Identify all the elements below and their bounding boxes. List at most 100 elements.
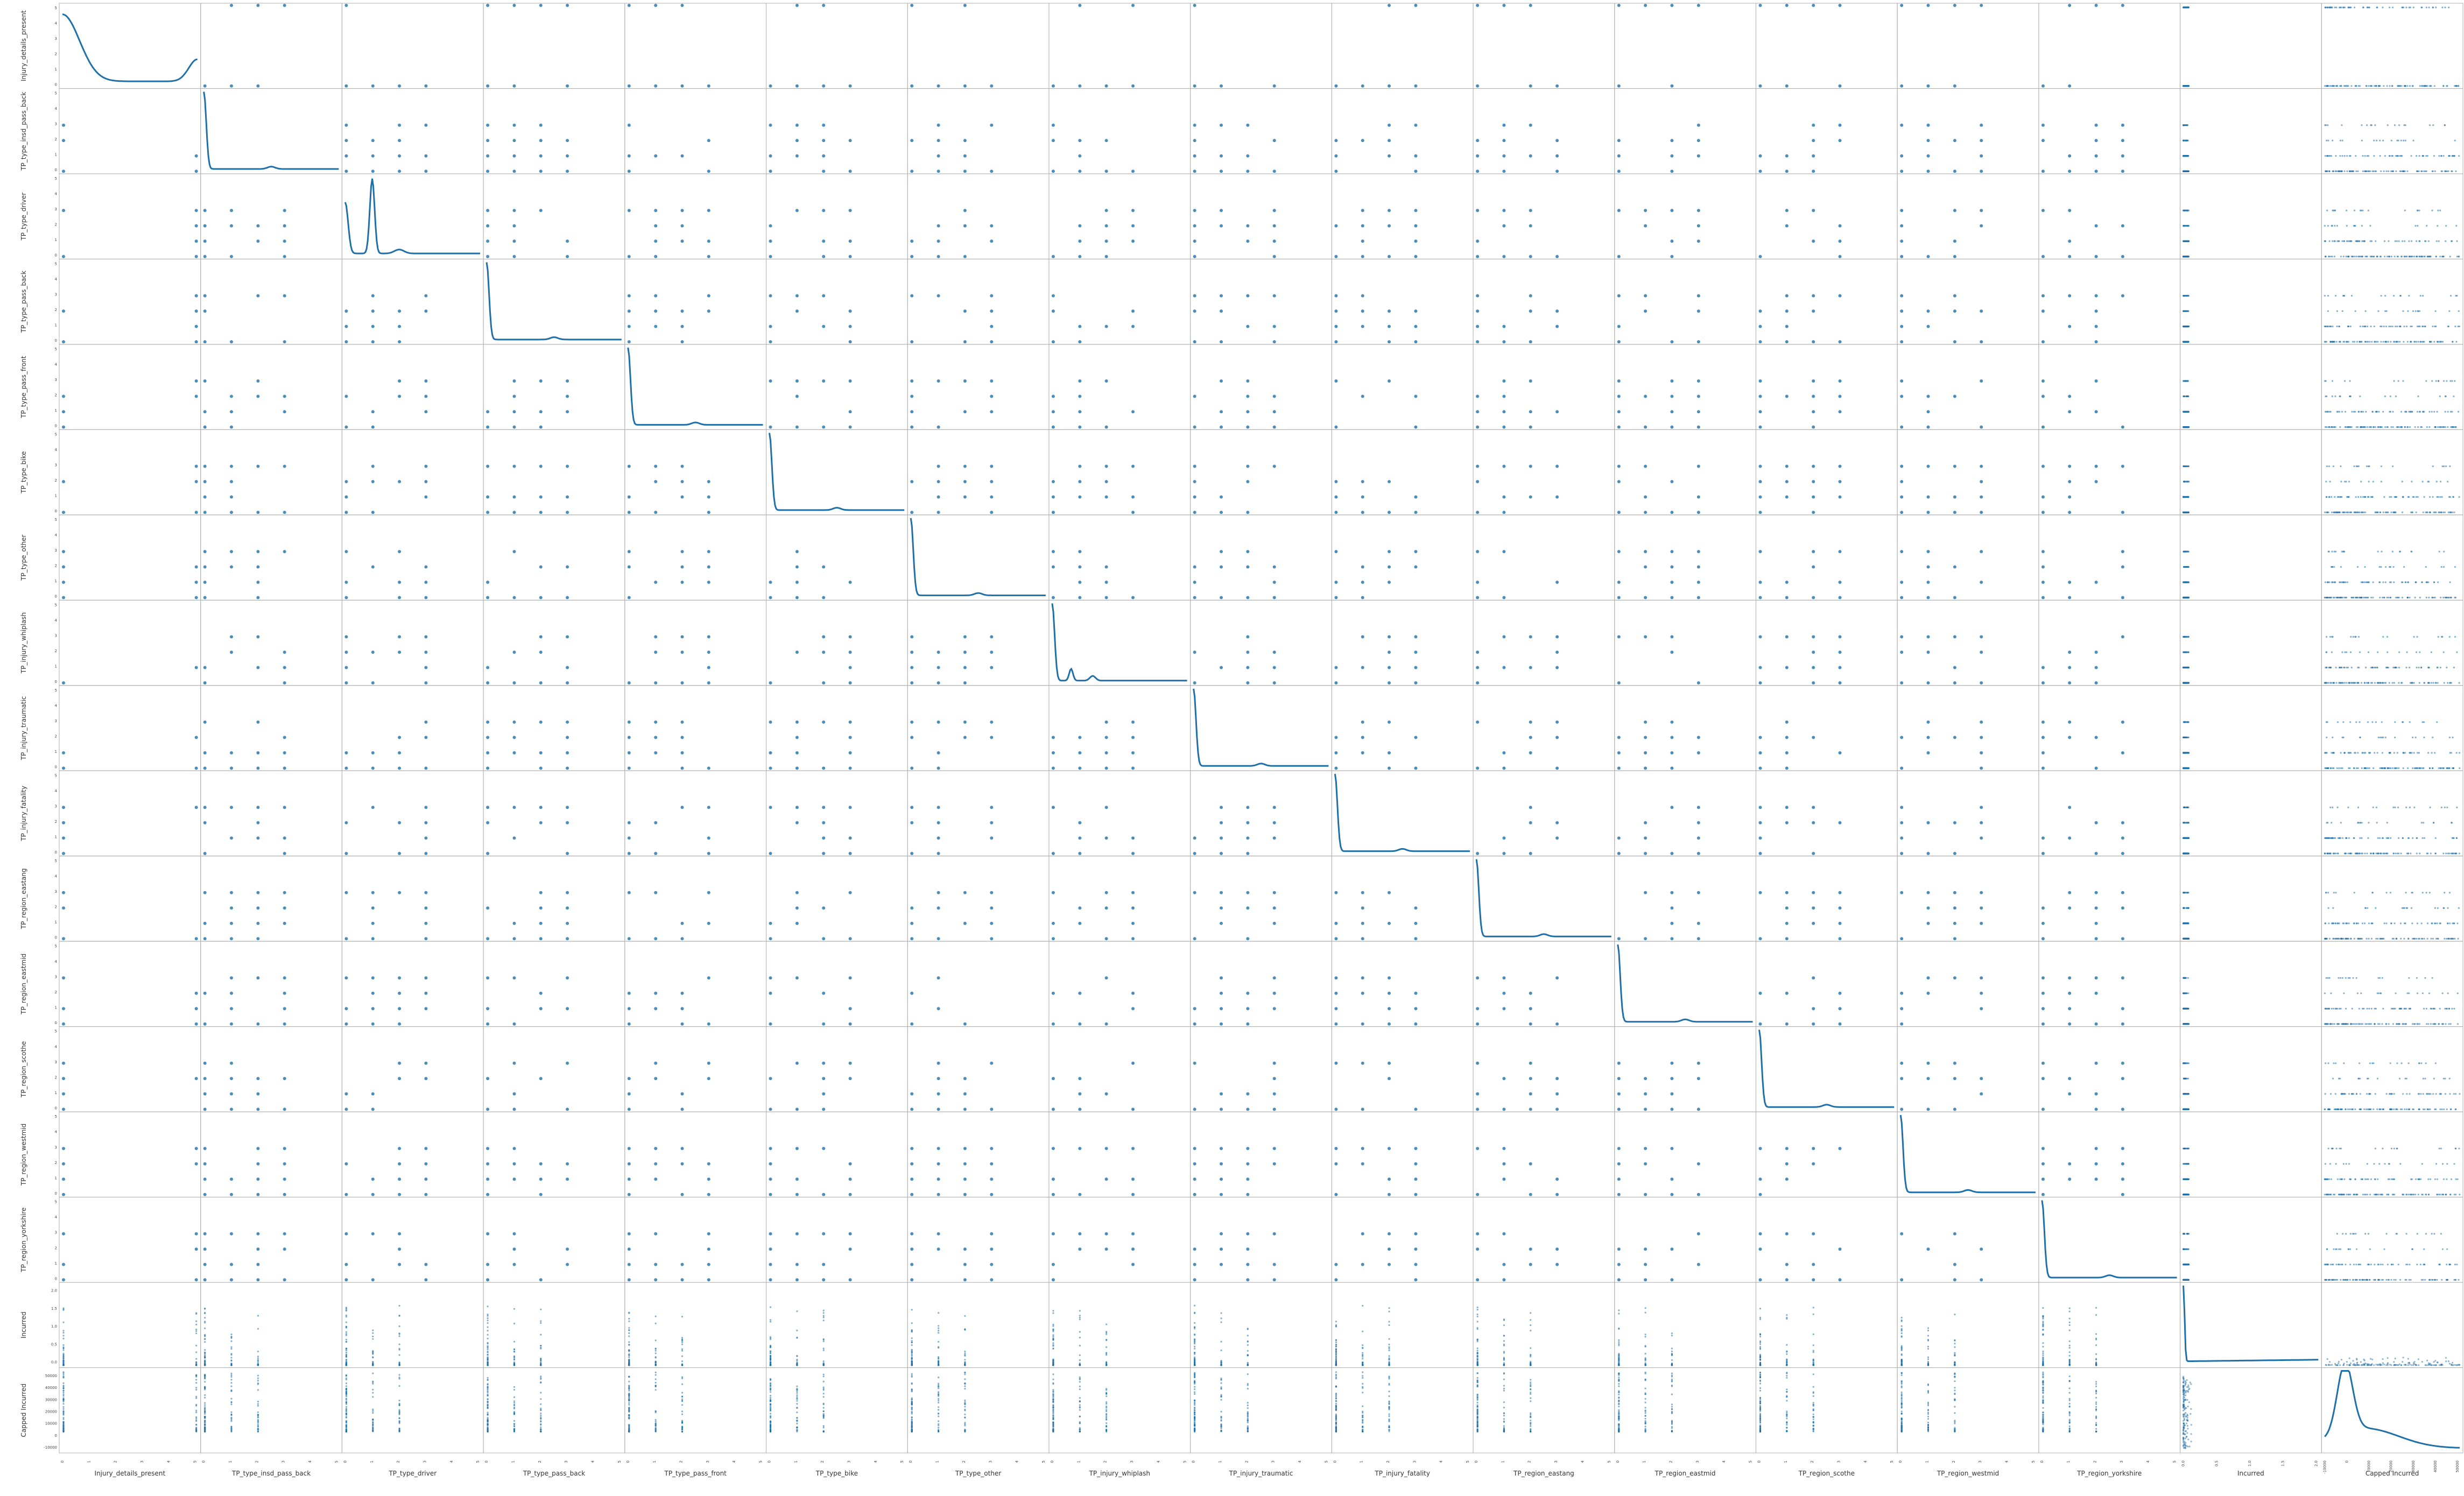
scatter-point [2434, 426, 2437, 428]
scatter-point [2391, 326, 2393, 328]
scatter-point [2392, 566, 2395, 568]
scatter-point [1388, 139, 1391, 143]
panel-frame [1473, 3, 1615, 89]
scatter-point [2355, 721, 2357, 723]
scatter-point [2352, 636, 2354, 638]
panel-frame [2321, 344, 2463, 430]
scatter-point [2425, 85, 2427, 87]
scatter-point [1051, 410, 1055, 414]
scatter-point [2388, 682, 2390, 684]
scatter-point [230, 410, 233, 414]
panel-frame [1897, 429, 2039, 516]
scatter-point [1246, 821, 1250, 824]
scatter-point [230, 806, 233, 809]
scatter-point [795, 550, 799, 553]
scatter-point [1131, 324, 1135, 328]
panel-9-9 [1331, 770, 1474, 857]
panel-2-9 [1331, 173, 1474, 259]
scatter-point [2393, 752, 2395, 754]
scatter-point [424, 495, 428, 499]
scatter-point [1246, 596, 1250, 599]
scatter-point [539, 154, 543, 158]
scatter-point [486, 581, 490, 584]
scatter-point [627, 550, 631, 553]
scatter-point [398, 170, 402, 173]
scatter-point [424, 170, 428, 173]
panel-frame [483, 344, 625, 430]
scatter-point [2185, 596, 2187, 599]
scatter-point [769, 294, 772, 298]
scatter-point [1644, 565, 1648, 569]
scatter-point [2343, 752, 2346, 754]
panel-6-3 [483, 514, 625, 601]
panel-5-3 [483, 429, 625, 516]
scatter-point [256, 565, 260, 569]
scatter-point [2326, 139, 2328, 142]
scatter-point [424, 681, 428, 685]
panel-frame [624, 173, 767, 259]
scatter-point [2346, 341, 2348, 343]
panel-5-0 [59, 429, 201, 516]
panel-1-10 [1473, 88, 1615, 174]
scatter-point [2094, 852, 2098, 855]
scatter-point [1980, 139, 1983, 143]
scatter-point [2187, 326, 2189, 328]
scatter-point [2420, 85, 2423, 87]
panel-frame [2321, 258, 2463, 345]
panel-3-9 [1331, 258, 1474, 345]
panel-frame [2321, 514, 2463, 601]
scatter-point [1900, 123, 1904, 127]
scatter-point [627, 766, 631, 770]
scatter-point [1272, 209, 1276, 213]
scatter-point [2068, 464, 2072, 468]
scatter-point [1785, 751, 1789, 754]
scatter-point [2440, 566, 2442, 568]
scatter-point [2432, 6, 2434, 9]
scatter-point [62, 123, 65, 127]
scatter-point [486, 139, 490, 143]
panel-frame [1048, 258, 1191, 345]
scatter-point [2328, 465, 2330, 468]
panel-frame [1614, 599, 1756, 686]
scatter-point [1785, 821, 1789, 824]
scatter-point [2068, 154, 2072, 158]
scatter-point [1900, 170, 1904, 173]
scatter-point [1696, 751, 1700, 754]
scatter-point [2041, 123, 2045, 127]
scatter-point [230, 255, 233, 258]
scatter-point [2393, 682, 2396, 684]
scatter-point [566, 681, 569, 685]
panel-frame [2038, 770, 2181, 857]
panel-frame [2180, 258, 2322, 345]
scatter-point [230, 511, 233, 514]
scatter-point [2332, 465, 2334, 468]
scatter-point [230, 464, 233, 468]
scatter-point [2439, 209, 2441, 211]
scatter-point [680, 720, 684, 724]
scatter-point [2451, 426, 2453, 428]
scatter-point [2183, 481, 2185, 483]
scatter-point [2381, 551, 2383, 553]
scatter-point [1758, 550, 1762, 553]
scatter-point [680, 4, 684, 7]
scatter-point [769, 720, 772, 724]
scatter-point [1220, 224, 1223, 228]
scatter-point [2185, 566, 2187, 568]
scatter-point [344, 309, 348, 313]
scatter-point [2350, 666, 2353, 669]
scatter-point [1529, 84, 1532, 88]
scatter-point [2400, 85, 2403, 87]
scatter-point [539, 596, 543, 599]
scatter-point [2326, 395, 2328, 398]
scatter-point [1193, 255, 1196, 258]
scatter-point [2333, 256, 2336, 258]
scatter-point [2362, 6, 2364, 9]
panel-0-5 [766, 3, 908, 89]
scatter-point [283, 410, 286, 414]
scatter-point [627, 821, 631, 824]
panel-frame [2038, 685, 2181, 771]
scatter-point [1644, 596, 1648, 599]
scatter-point [2444, 511, 2446, 513]
scatter-point [2369, 752, 2371, 754]
scatter-point [1758, 309, 1762, 313]
